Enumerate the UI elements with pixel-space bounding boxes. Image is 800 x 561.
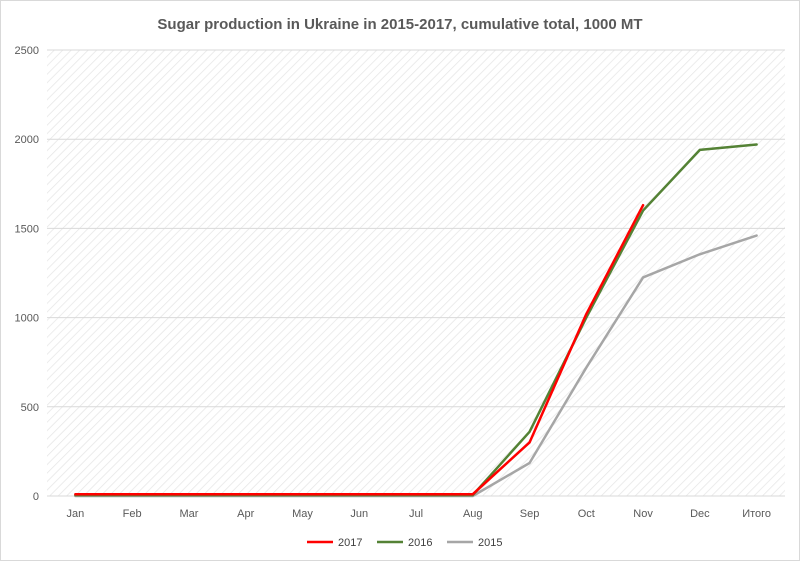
x-tick-label: Sep xyxy=(520,508,540,520)
x-tick-label: May xyxy=(292,508,313,520)
y-tick-label: 500 xyxy=(21,402,39,414)
x-tick-label: Feb xyxy=(123,508,142,520)
y-tick-label: 1500 xyxy=(15,223,39,235)
x-tick-label: Aug xyxy=(463,508,483,520)
x-tick-label: Mar xyxy=(179,508,198,520)
legend-label-2017: 2017 xyxy=(338,537,362,549)
plot-area xyxy=(47,50,785,496)
x-tick-label: Nov xyxy=(633,508,653,520)
legend-label-2015: 2015 xyxy=(478,537,502,549)
y-tick-label: 0 xyxy=(33,491,39,503)
y-tick-label: 2500 xyxy=(15,45,39,57)
x-tick-label: Jul xyxy=(409,508,423,520)
x-tick-label: Apr xyxy=(237,508,254,520)
x-tick-label: Итого xyxy=(742,508,771,520)
x-tick-label: Oct xyxy=(578,508,595,520)
legend-label-2016: 2016 xyxy=(408,537,432,549)
y-tick-label: 1000 xyxy=(15,313,39,325)
y-tick-label: 2000 xyxy=(15,134,39,146)
x-tick-label: Jan xyxy=(67,508,85,520)
x-tick-label: Dec xyxy=(690,508,710,520)
series-line-2017 xyxy=(74,203,645,496)
x-tick-label: Jun xyxy=(350,508,368,520)
chart-title: Sugar production in Ukraine in 2015-2017… xyxy=(157,16,642,33)
